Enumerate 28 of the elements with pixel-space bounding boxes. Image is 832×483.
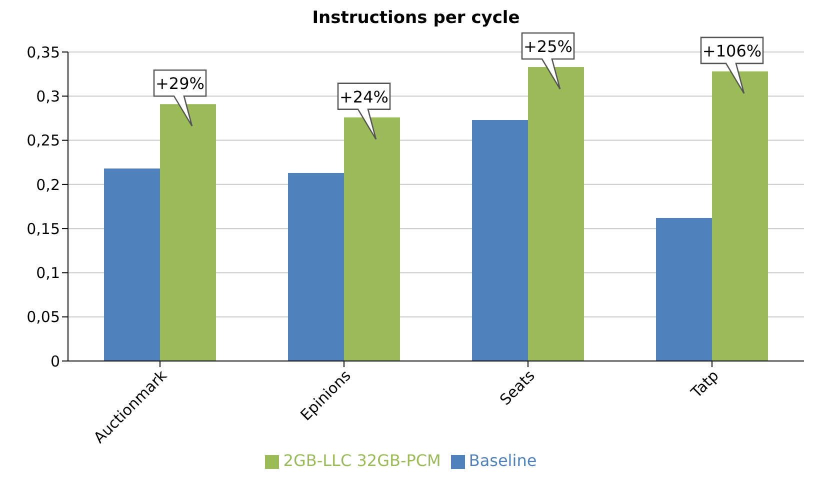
y-tick-label: 0 xyxy=(50,352,60,370)
annotation: +25% xyxy=(524,37,572,56)
bar xyxy=(656,218,712,361)
bar xyxy=(344,117,400,361)
y-tick-label: 0,3 xyxy=(36,87,60,106)
bar xyxy=(160,104,216,361)
x-tick-label: Tatp xyxy=(686,366,722,402)
bar xyxy=(528,67,584,361)
y-tick-label: 0,05 xyxy=(26,308,60,326)
callout-box: +24% xyxy=(337,82,391,140)
y-tick-label: 0,2 xyxy=(36,176,60,194)
bar xyxy=(288,172,344,361)
bar xyxy=(712,71,768,361)
annotation: +29% xyxy=(156,74,204,94)
annotation: +106% xyxy=(702,41,762,60)
y-tick-label: 0,15 xyxy=(26,220,60,238)
callout-box: +29% xyxy=(153,69,207,127)
y-tick-label: 0,1 xyxy=(36,264,60,282)
bar xyxy=(472,120,528,361)
y-tick-label: 0,35 xyxy=(26,43,60,62)
annotation: +24% xyxy=(340,87,388,106)
legend-label: Baseline xyxy=(468,451,537,470)
callout-box: +25% xyxy=(521,32,575,90)
chart-title: Instructions per cycle xyxy=(311,8,521,30)
legend-label: 2GB-LLC 32GB-PCM xyxy=(283,451,441,470)
y-tick-label: 0,25 xyxy=(26,132,60,150)
callout-box: +106% xyxy=(700,36,764,94)
bar xyxy=(104,168,160,361)
